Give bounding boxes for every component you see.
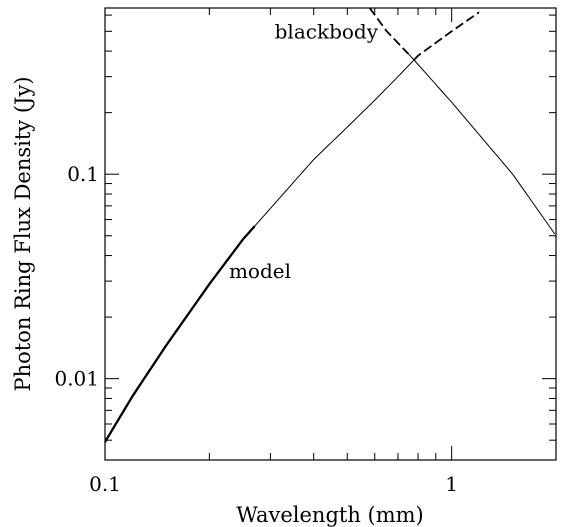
model-series-line	[105, 59, 415, 443]
series-layer	[105, 8, 556, 443]
annotations: blackbody model	[229, 20, 379, 283]
model-series-dashed	[413, 11, 480, 61]
x-axis-label: Wavelength (mm)	[236, 503, 424, 527]
x-tick-label: 0.1	[89, 472, 121, 496]
y-tick-label: 0.1	[67, 162, 99, 186]
model-series-thick	[105, 225, 256, 443]
x-tick-label: 1	[445, 472, 458, 496]
annotation-blackbody: blackbody	[275, 20, 379, 44]
plot-frame	[104, 7, 557, 461]
tick-labels: 0.1 1 0.01 0.1	[54, 162, 458, 496]
axis-ticks	[104, 8, 557, 461]
blackbody-series-line	[407, 53, 556, 235]
blackbody-series-dashed	[368, 8, 409, 55]
annotation-model: model	[229, 259, 291, 283]
y-axis-label: Photon Ring Flux Density (Jy)	[11, 76, 35, 391]
y-tick-label: 0.01	[54, 367, 99, 391]
